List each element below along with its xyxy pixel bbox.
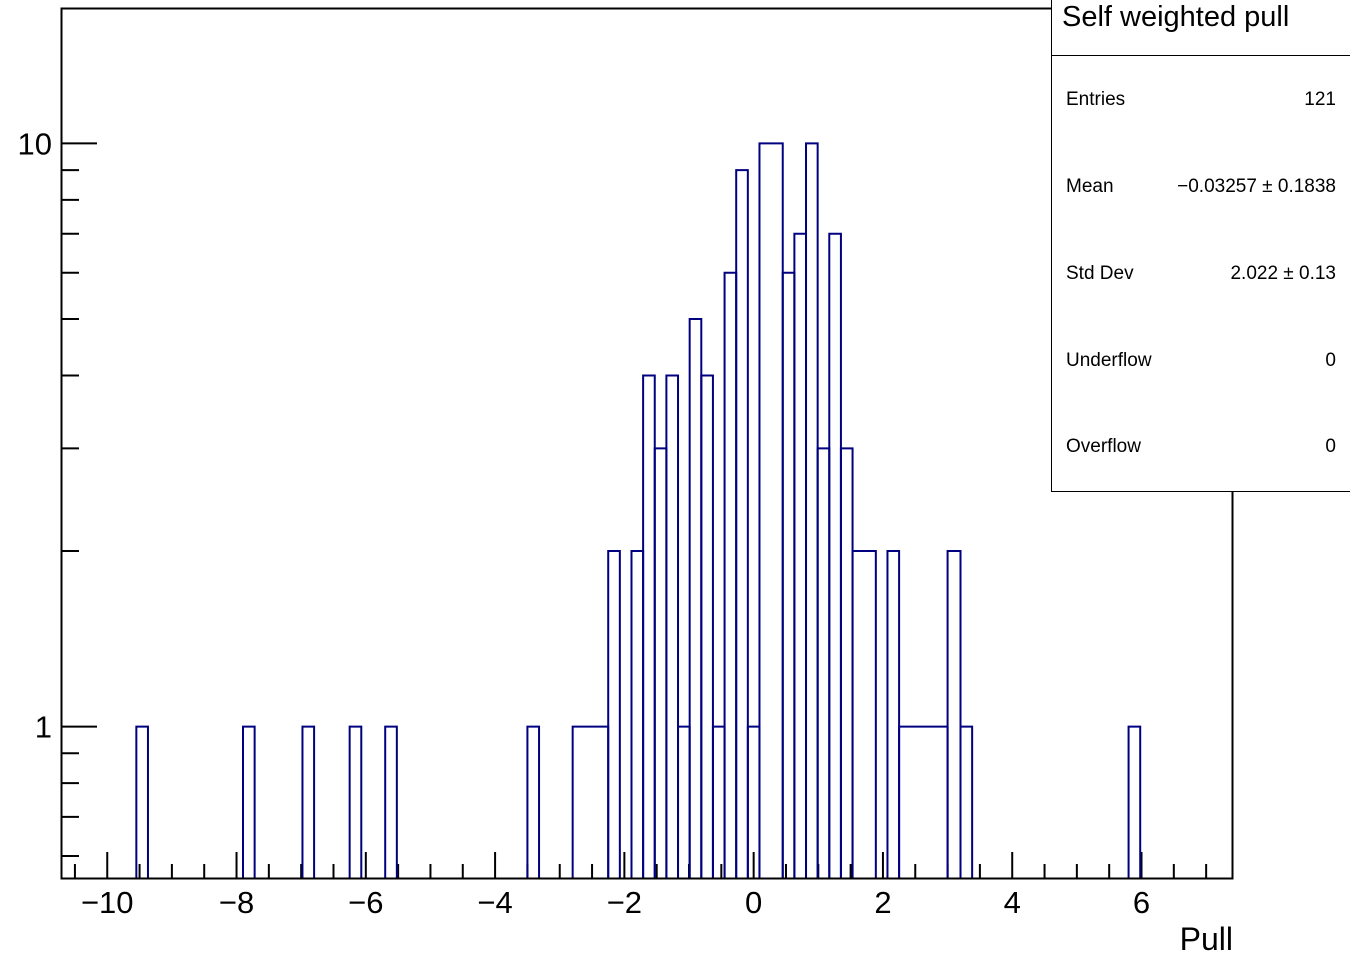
entries-value: 121 [1304, 89, 1336, 110]
stats-box: Self weighted pull Entries 121 Mean −0.0… [1051, 0, 1350, 492]
histogram-bin [688, 317, 703, 878]
histogram-bin [135, 725, 149, 878]
overflow-label: Overflow [1066, 436, 1141, 457]
histogram-bin [571, 725, 610, 878]
x-minor-ticks [73, 864, 1208, 878]
stats-row-stddev: Std Dev 2.022 ± 0.13 [1066, 263, 1336, 287]
histogram-bin [735, 169, 749, 878]
histogram-bin [959, 725, 974, 878]
y-tick-labels: 1 10 [18, 126, 52, 744]
histogram-bins [135, 142, 1142, 878]
histogram-bin [526, 725, 541, 878]
histogram-bin [851, 550, 877, 878]
histogram-bin [946, 550, 962, 878]
x-tick-label: −10 [81, 885, 134, 920]
stats-row-mean: Mean −0.03257 ± 0.1838 [1066, 176, 1336, 200]
x-tick-label: 4 [1004, 885, 1021, 920]
histogram-bin [758, 142, 784, 878]
histogram-bin [1127, 725, 1142, 878]
y-tick-label: 1 [35, 710, 52, 745]
histogram-bin [241, 725, 256, 878]
x-major-ticks [106, 852, 1143, 878]
histogram-bin [793, 232, 808, 878]
x-tick-label: −4 [477, 885, 512, 920]
overflow-value: 0 [1325, 436, 1336, 457]
histogram-bin [665, 374, 680, 878]
y-minor-ticks [62, 169, 79, 857]
histogram-bin [723, 271, 738, 878]
histogram-bin [677, 725, 691, 878]
entries-label: Entries [1066, 89, 1126, 110]
histogram-bin [653, 447, 668, 878]
stddev-value: 2.022 ± 0.13 [1230, 263, 1336, 284]
histogram-bin [898, 725, 949, 878]
histogram-bin [630, 550, 645, 878]
underflow-label: Underflow [1066, 350, 1152, 371]
y-major-ticks [62, 142, 97, 728]
stats-row-overflow: Overflow 0 [1066, 436, 1336, 460]
histogram-bin [711, 725, 726, 878]
x-tick-label: 2 [874, 885, 891, 920]
mean-value: −0.03257 ± 0.1838 [1177, 176, 1336, 197]
histogram-bin [805, 142, 819, 878]
x-tick-label: −8 [219, 885, 254, 920]
x-tick-label: 6 [1133, 885, 1150, 920]
histogram-bin [301, 725, 316, 878]
y-tick-label: 10 [18, 126, 52, 161]
x-tick-labels: −10 −8 −6 −4 −2 0 2 4 6 [81, 885, 1150, 920]
histogram-bin [607, 550, 621, 878]
stats-title: Self weighted pull [1052, 0, 1350, 56]
histogram-bin [839, 447, 854, 878]
histogram-bin [828, 232, 842, 878]
histogram-bin [384, 725, 398, 878]
x-tick-label: −6 [348, 885, 383, 920]
histogram-bin [781, 271, 796, 878]
histogram-bin [642, 374, 656, 878]
x-tick-label: −2 [607, 885, 642, 920]
stats-row-entries: Entries 121 [1066, 89, 1336, 113]
stats-row-underflow: Underflow 0 [1066, 350, 1336, 374]
x-tick-label: 0 [745, 885, 762, 920]
histogram-bin [816, 447, 831, 878]
stddev-label: Std Dev [1066, 263, 1134, 284]
histogram-bin [700, 374, 714, 878]
x-axis-title: Pull [1180, 921, 1233, 954]
histogram-bin [348, 725, 363, 878]
mean-label: Mean [1066, 176, 1114, 197]
underflow-value: 0 [1325, 350, 1336, 371]
histogram-bin [886, 550, 901, 878]
